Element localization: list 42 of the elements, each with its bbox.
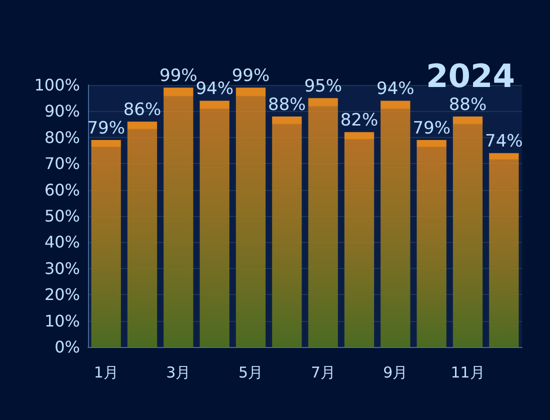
bar	[416, 140, 446, 347]
bar	[164, 88, 194, 347]
bar	[380, 100, 410, 347]
y-tick-label: 80%	[44, 128, 80, 147]
x-tick-label: 11月	[450, 364, 485, 382]
bar	[489, 153, 519, 347]
bar	[308, 98, 338, 347]
x-tick-label: 9月	[383, 364, 408, 382]
data-label: 99%	[160, 66, 198, 86]
bar	[127, 122, 158, 347]
data-label: 99%	[232, 66, 270, 86]
data-label: 95%	[304, 76, 342, 97]
y-tick-label: 70%	[44, 154, 80, 174]
chart-title: 2024	[426, 57, 515, 95]
y-tick-label: 0%	[54, 338, 80, 356]
x-tick-label: 7月	[310, 364, 336, 382]
data-label: 86%	[123, 100, 162, 120]
bar	[272, 116, 302, 347]
bar	[452, 116, 483, 347]
y-tick-label: 20%	[44, 285, 80, 304]
bar	[344, 132, 374, 347]
y-tick-label: 100%	[34, 76, 80, 94]
data-label: 94%	[376, 79, 414, 100]
data-label: 74%	[485, 132, 523, 152]
data-label: 79%	[412, 118, 450, 139]
x-tick-label: 3月	[166, 364, 191, 382]
y-tick-label: 60%	[44, 180, 80, 200]
x-tick-label: 5月	[238, 364, 264, 382]
y-tick-label: 10%	[44, 311, 80, 330]
data-label: 88%	[268, 94, 306, 115]
data-label: 82%	[340, 110, 378, 131]
bar	[236, 88, 266, 347]
data-label: 94%	[196, 79, 234, 100]
y-tick-label: 40%	[44, 232, 80, 252]
bar	[91, 140, 121, 347]
y-tick-label: 30%	[44, 258, 80, 278]
data-label: 79%	[87, 118, 125, 139]
y-tick-label: 90%	[44, 102, 80, 121]
bar	[200, 100, 230, 347]
data-label: 88%	[448, 94, 487, 115]
x-tick-label: 1月	[94, 364, 118, 382]
y-tick-label: 50%	[44, 206, 80, 226]
